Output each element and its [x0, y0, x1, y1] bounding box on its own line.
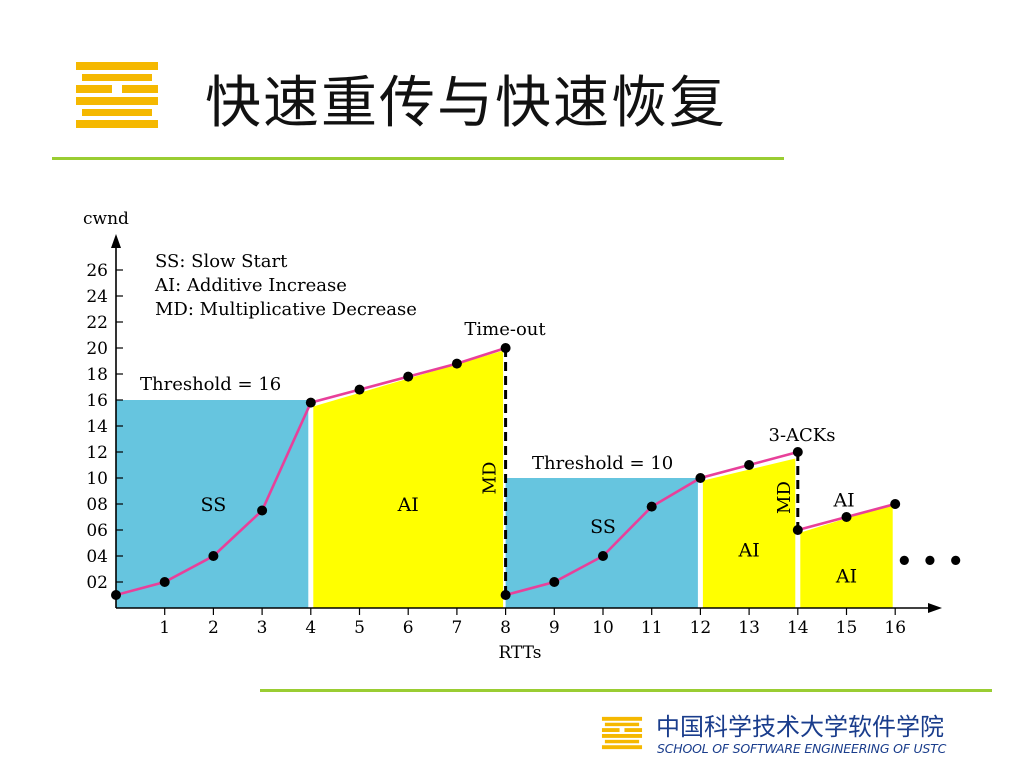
x-axis-arrow: [928, 603, 942, 613]
x-tick-label: 6: [403, 618, 414, 638]
three-acks-label: 3-ACKs: [769, 425, 836, 446]
slide-title: 快速重传与快速恢复: [205, 71, 727, 136]
y-tick-label: 20: [86, 339, 108, 359]
title-divider: [52, 157, 784, 160]
data-point: [744, 460, 755, 470]
x-tick-label: 3: [257, 618, 268, 638]
data-point: [500, 590, 511, 600]
y-axis-arrow: [111, 234, 121, 248]
x-tick-label: 12: [690, 618, 712, 638]
y-tick-label: 12: [86, 443, 108, 463]
region-label-5: AI: [835, 566, 857, 588]
school-logo-icon: [76, 62, 158, 128]
timeout-label: Time-out: [464, 319, 546, 340]
y-tick-label: 18: [86, 365, 108, 385]
y-tick-label: 14: [86, 417, 108, 437]
data-point: [111, 590, 121, 600]
x-tick-label: 15: [836, 618, 858, 638]
data-point: [841, 512, 852, 522]
x-tick-label: 13: [738, 618, 760, 638]
x-tick-label: 1: [159, 618, 170, 638]
data-point: [792, 525, 803, 535]
y-tick-label: 16: [86, 391, 108, 411]
region-label-3: SS: [590, 516, 616, 538]
data-point: [549, 577, 560, 587]
data-point: [403, 371, 414, 382]
data-point: [354, 384, 365, 395]
y-tick-label: 26: [86, 261, 108, 281]
x-tick-label: 2: [208, 618, 219, 638]
y-tick-label: 08: [86, 495, 108, 515]
x-tick-label: 16: [884, 618, 906, 638]
x-tick-label: 7: [451, 618, 462, 638]
md-label-1: MD: [480, 462, 501, 495]
data-point: [695, 473, 706, 483]
x-tick-label: 9: [549, 618, 560, 638]
region-label-4: AI: [737, 540, 759, 562]
data-point: [646, 501, 657, 512]
footer-logo-icon: [601, 716, 643, 750]
data-point: [792, 447, 803, 457]
y-tick-label: 04: [86, 547, 108, 567]
x-tick-label: 8: [500, 618, 511, 638]
region-ai-2: [313, 350, 504, 608]
threshold-10-label: Threshold = 10: [532, 453, 673, 474]
threshold-16-label: Threshold = 16: [140, 374, 281, 395]
data-point: [159, 577, 170, 587]
region-ss-1: [116, 400, 309, 608]
region-ai-5: [800, 504, 893, 608]
data-point: [305, 397, 316, 408]
data-point: [500, 343, 511, 353]
school-name-en: SCHOOL OF SOFTWARE ENGINEERING OF USTC: [657, 741, 947, 756]
school-name-cn: 中国科学技术大学软件学院: [656, 713, 944, 741]
y-tick-label: 06: [86, 521, 108, 541]
y-tick-label: 22: [86, 313, 108, 333]
data-point: [257, 505, 268, 516]
y-tick-label: 24: [86, 287, 108, 307]
y-tick-label: 02: [86, 573, 108, 593]
md-label-2: MD: [774, 481, 795, 514]
x-tick-label: 5: [354, 618, 365, 638]
y-axis-label: cwnd: [83, 209, 129, 229]
data-point: [890, 499, 901, 509]
footer-divider: [260, 689, 992, 692]
region-ai-4: [702, 458, 796, 608]
region-label-1: SS: [201, 494, 227, 516]
data-point: [598, 551, 608, 561]
region-label-2: AI: [397, 494, 419, 516]
data-point: [208, 551, 219, 561]
ellipsis-dots: • • •: [896, 547, 964, 577]
legend-item-1: SS: Slow Start: [155, 251, 288, 272]
x-tick-label: 10: [592, 618, 614, 638]
x-tick-label: 14: [787, 618, 809, 638]
x-tick-label: 11: [641, 618, 663, 638]
legend-item-3: MD: Multiplicative Decrease: [155, 299, 417, 320]
x-axis-label: RTTs: [499, 643, 542, 663]
legend-item-2: AI: Additive Increase: [154, 275, 347, 296]
x-tick-label: 4: [305, 618, 316, 638]
y-tick-label: 10: [86, 469, 108, 489]
data-point: [451, 358, 462, 369]
ai-label-above: AI: [832, 490, 854, 512]
